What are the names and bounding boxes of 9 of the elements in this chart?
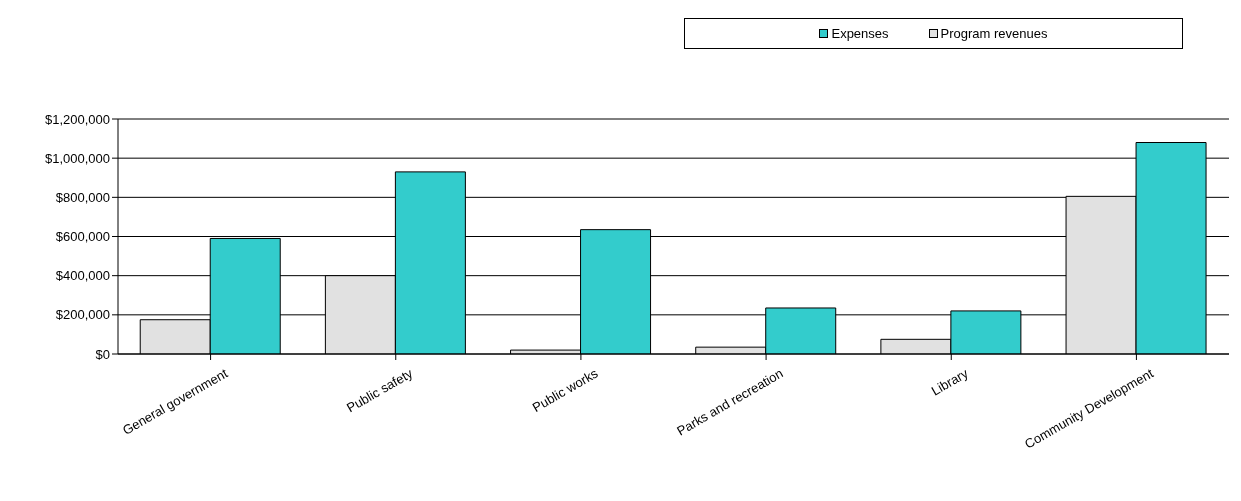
legend-label: Expenses — [830, 26, 889, 41]
y-tick-label: $1,200,000 — [44, 111, 110, 127]
y-tick-label: $400,000 — [55, 268, 110, 284]
y-tick-label: $600,000 — [55, 229, 110, 245]
y-tick-label: $200,000 — [55, 307, 110, 323]
y-tick-label: $0 — [95, 346, 110, 362]
y-tick-label: $800,000 — [55, 189, 110, 205]
y-tick-label: $1,000,000 — [44, 150, 110, 166]
legend-label: Program revenues — [939, 26, 1048, 41]
